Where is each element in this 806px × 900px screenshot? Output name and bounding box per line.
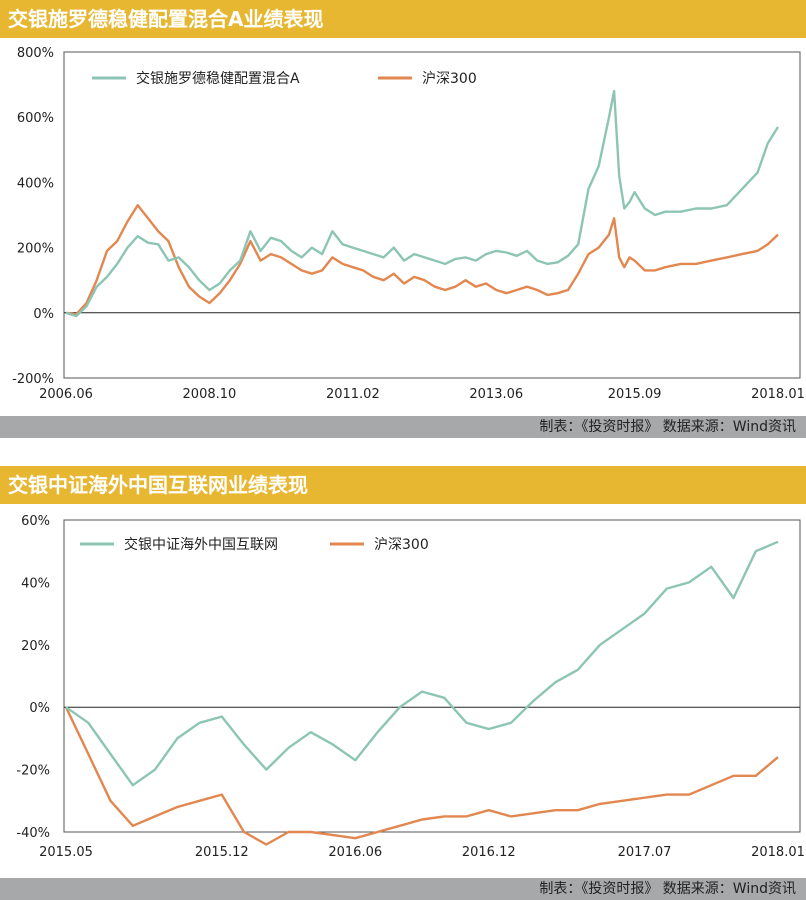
plot-frame xyxy=(63,51,801,379)
series-1-line xyxy=(65,540,779,787)
chart-title: 交银施罗德稳健配置混合A业绩表现 xyxy=(8,7,324,31)
y-tick-label: 400% xyxy=(17,176,54,191)
x-tick-label: 2016.12 xyxy=(462,845,516,860)
x-tick-label: 2015.05 xyxy=(39,845,93,860)
chart-panel-1: 交银施罗德稳健配置混合A业绩表现 800% 600% 400% 200% 0% -200%… xyxy=(0,0,806,438)
plot-frame xyxy=(63,519,801,833)
series-2-line xyxy=(64,706,779,846)
chart-title: 交银中证海外中国互联网业绩表现 xyxy=(8,473,308,497)
chart-title-bar: 交银中证海外中国互联网业绩表现 xyxy=(0,466,806,504)
line-chart-2: 60% 40% 20% 0% -20% -40% 2015.05 2015.12 2016.06… xyxy=(16,514,805,860)
y-tick-label: 600% xyxy=(17,111,54,126)
x-tick-label: 2018.01 xyxy=(751,387,805,402)
legend-label: 交银施罗德稳健配置混合A xyxy=(136,70,300,87)
x-tick-label: 2017.07 xyxy=(618,845,672,860)
y-tick-label: 200% xyxy=(17,242,54,257)
source-note: 制表：《投资时报》 数据来源：Wind资讯 xyxy=(539,419,796,435)
x-tick-label: 2008.10 xyxy=(183,387,237,402)
x-tick-label: 2016.06 xyxy=(328,845,382,860)
y-tick-label: 40% xyxy=(21,576,50,591)
x-tick-label: 2011.02 xyxy=(326,387,380,402)
source-bar: 制表：《投资时报》 数据来源：Wind资讯 xyxy=(0,878,806,900)
y-tick-label: 800% xyxy=(17,46,54,61)
legend-label: 交银中证海外中国互联网 xyxy=(124,536,278,553)
x-tick-label: 2015.12 xyxy=(195,845,249,860)
y-tick-label: -40% xyxy=(16,826,50,841)
y-tick-label: 60% xyxy=(21,514,50,529)
y-tick-label: 0% xyxy=(29,701,50,716)
chart-panel-2: 交银中证海外中国互联网业绩表现 60% 40% 20% 0% -20% -40% 2015.… xyxy=(0,466,806,900)
y-tick-label: -200% xyxy=(12,372,54,387)
source-note: 制表：《投资时报》 数据来源：Wind资讯 xyxy=(539,881,796,897)
x-tick-label: 2015.09 xyxy=(608,387,662,402)
legend-label: 沪深300 xyxy=(422,71,477,87)
x-tick-label: 2018.01 xyxy=(751,845,805,860)
chart-title-bar: 交银施罗德稳健配置混合A业绩表现 xyxy=(0,0,806,38)
series-2-line xyxy=(65,203,779,316)
source-bar: 制表：《投资时报》 数据来源：Wind资讯 xyxy=(0,416,806,438)
legend-label: 沪深300 xyxy=(374,537,429,553)
y-tick-label: -20% xyxy=(16,764,50,779)
series-1-line xyxy=(65,89,780,318)
x-tick-label: 2013.06 xyxy=(469,387,523,402)
x-tick-label: 2006.06 xyxy=(39,387,93,402)
line-chart-1: 800% 600% 400% 200% 0% -200%2006.06 2008.10 201… xyxy=(12,46,805,402)
y-tick-label: 20% xyxy=(21,639,50,654)
y-tick-label: 0% xyxy=(33,307,54,322)
